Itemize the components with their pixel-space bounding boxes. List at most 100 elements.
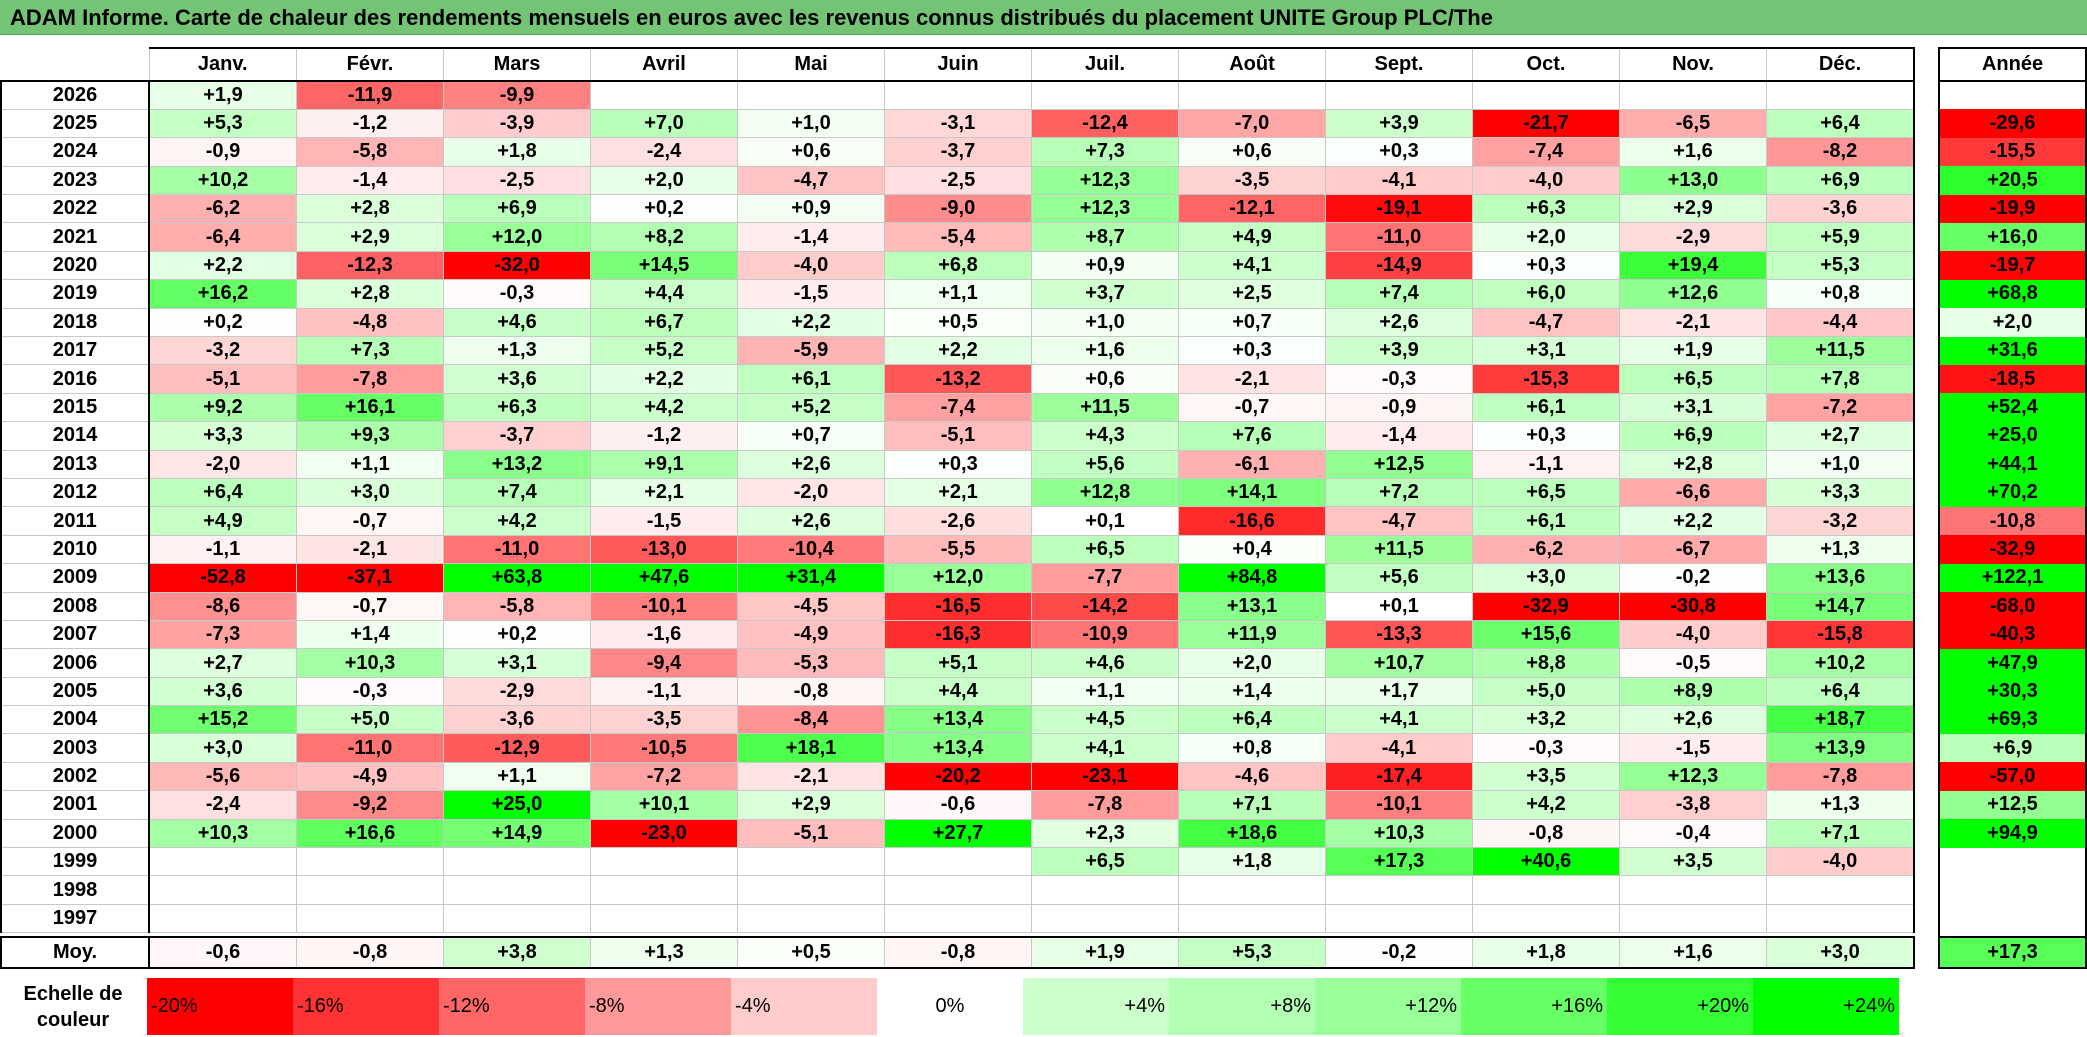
- year-row: 2009 -52,8 -37,1 +63,8 +47,6 +31,4 +12,0 -7,7 +8…: [0, 563, 1915, 593]
- average-cell: +1,6: [1619, 936, 1767, 970]
- annual-cell: -29,6: [1938, 109, 2087, 138]
- heatmap-cell: -5,9: [737, 336, 885, 366]
- heatmap-cell: -6,4: [148, 222, 297, 252]
- heatmap-cell: +7,1: [1766, 818, 1915, 849]
- heatmap-cell: [1178, 80, 1326, 110]
- heatmap-cell: -30,8: [1619, 591, 1767, 621]
- heatmap-cell: +8,7: [1031, 222, 1179, 252]
- month-header: Déc.: [1766, 47, 1915, 82]
- heatmap-cell: -4,0: [1619, 619, 1767, 650]
- year-row: 2020 +2,2 -12,3 -32,0 +14,5 -4,0 +6,8 +0,9 +4,1-…: [0, 250, 1915, 281]
- heatmap-cell: -3,7: [884, 137, 1032, 167]
- heatmap-cell: -15,3: [1472, 364, 1620, 394]
- heatmap-cell: -17,4: [1325, 761, 1473, 792]
- heatmap-cell: +1,6: [1031, 336, 1179, 366]
- heatmap-cell: +4,1: [1325, 705, 1473, 735]
- heatmap-cell: +13,6: [1766, 563, 1915, 593]
- heatmap-cell: +7,3: [1031, 137, 1179, 167]
- average-row: Moy. -0,6 -0,8 +3,8 +1,3 +0,5 -0,8 +1,9 +5,3 -0,2…: [0, 936, 1915, 970]
- year-row: 2016 -5,1 -7,8 +3,6 +2,2 +6,1 -13,2 +0,6 -2,1 -0,…: [0, 364, 1915, 394]
- heatmap-cell: [737, 847, 885, 877]
- scale-swatch: -4%: [731, 978, 877, 1035]
- year-row: 2026 +1,9 -11,9 -9,9: [0, 80, 1915, 110]
- annual-average-cell: +17,3: [1938, 935, 2087, 969]
- heatmap-cell: -0,3: [443, 279, 591, 309]
- annual-cell: +20,5: [1938, 166, 2087, 195]
- heatmap-cell: +1,8: [443, 137, 591, 167]
- heatmap-cell: +13,1: [1178, 591, 1326, 621]
- average-cell: +0,5: [737, 936, 885, 970]
- heatmap-cell: -0,7: [1178, 392, 1326, 423]
- heatmap-cell: -16,5: [884, 591, 1032, 621]
- year-label: 2004: [0, 705, 150, 735]
- heatmap-cell: -1,6: [590, 619, 738, 650]
- year-row: 1999 +6,5 +1,8 +17,3 +40,6 +3,5 -4,0: [0, 847, 1915, 877]
- heatmap-cell: -5,8: [296, 137, 444, 167]
- heatmap-cell: [884, 80, 1032, 110]
- annual-cell: +12,5: [1938, 790, 2087, 820]
- heatmap-cell: -16,6: [1178, 506, 1326, 536]
- heatmap-cell: -5,1: [884, 421, 1032, 451]
- annual-cell: +25,0: [1938, 421, 2087, 451]
- year-label: 2015: [0, 392, 150, 423]
- scale-swatch: -8%: [585, 978, 731, 1035]
- heatmap-cell: +6,8: [884, 250, 1032, 281]
- heatmap-cell: +10,3: [148, 818, 297, 849]
- heatmap-cell: -3,8: [1619, 790, 1767, 820]
- year-label: 2012: [0, 477, 150, 508]
- heatmap-cell: -5,1: [737, 818, 885, 849]
- heatmap-cell: +2,2: [590, 364, 738, 394]
- heatmap-cell: +1,3: [443, 336, 591, 366]
- header-row: Janv. Févr. Mars Avril Mai Juin Juil. Août Sept.…: [1, 47, 1915, 82]
- heatmap-cell: +6,5: [1619, 364, 1767, 394]
- heatmap-cell: +12,0: [443, 222, 591, 252]
- annual-cell: +31,6: [1938, 336, 2087, 365]
- heatmap-cell: [1472, 80, 1620, 110]
- heatmap-cell: -23,1: [1031, 761, 1179, 792]
- annual-cell: -19,7: [1938, 251, 2087, 280]
- scale-swatch: +12%: [1315, 978, 1461, 1035]
- heatmap-cell: -32,9: [1472, 591, 1620, 621]
- heatmap-cell: -12,9: [443, 733, 591, 763]
- heatmap-cell: -12,3: [296, 250, 444, 281]
- year-label: 2006: [0, 648, 150, 678]
- heatmap-cell: +7,6: [1178, 421, 1326, 451]
- heatmap-cell: +13,2: [443, 449, 591, 479]
- heatmap-cell: +6,9: [443, 194, 591, 224]
- average-cell: +1,9: [1031, 936, 1179, 970]
- year-label: 2010: [0, 534, 150, 565]
- month-header: Janv.: [148, 47, 297, 82]
- heatmap-cell: -7,2: [1766, 392, 1915, 423]
- heatmap-cell: -1,1: [148, 534, 297, 565]
- heatmap-cell: +9,2: [148, 392, 297, 423]
- heatmap-cell: +2,9: [737, 790, 885, 820]
- heatmap-cell: +9,3: [296, 421, 444, 451]
- heatmap-cell: [590, 80, 738, 110]
- heatmap-cell: +6,5: [1472, 477, 1620, 508]
- year-row: 2006 +2,7 +10,3 +3,1 -9,4 -5,3 +5,1 +4,6 +2,0 +10…: [0, 648, 1915, 678]
- heatmap-cell: +3,7: [1031, 279, 1179, 309]
- heatmap-cell: -4,9: [737, 619, 885, 650]
- heatmap-cell: -16,3: [884, 619, 1032, 650]
- heatmap-cell: +5,0: [296, 705, 444, 735]
- heatmap-cell: -23,0: [590, 818, 738, 849]
- heatmap-cell: -7,8: [1766, 761, 1915, 792]
- heatmap-cell: -7,2: [590, 761, 738, 792]
- average-cell: +1,3: [590, 936, 738, 970]
- heatmap-cell: -8,2: [1766, 137, 1915, 167]
- year-label: 2023: [0, 165, 150, 196]
- heatmap-cell: +15,2: [148, 705, 297, 735]
- annual-cell: -68,0: [1938, 592, 2087, 621]
- heatmap-cell: -7,4: [1472, 137, 1620, 167]
- heatmap-cell: -11,0: [443, 534, 591, 565]
- heatmap-cell: -5,3: [737, 648, 885, 678]
- heatmap-cell: [737, 80, 885, 110]
- heatmap-cell: -2,1: [1619, 307, 1767, 338]
- heatmap-cell: +5,2: [737, 392, 885, 423]
- heatmap-cell: +18,6: [1178, 818, 1326, 849]
- heatmap-cell: -2,6: [884, 506, 1032, 536]
- heatmap-cell: -2,1: [1178, 364, 1326, 394]
- heatmap-cell: +4,4: [590, 279, 738, 309]
- heatmap-cell: +2,2: [148, 250, 297, 281]
- heatmap-cell: -11,0: [296, 733, 444, 763]
